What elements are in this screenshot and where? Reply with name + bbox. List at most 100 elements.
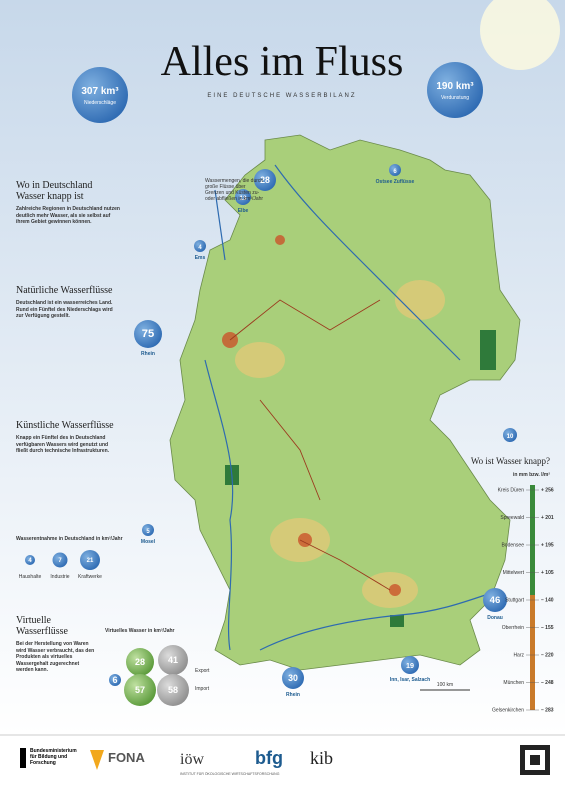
virtual-value: 58 bbox=[168, 685, 178, 695]
flow-value: 4 bbox=[198, 245, 202, 251]
withdrawal-label: Haushalte bbox=[19, 574, 42, 580]
section-virtual: Virtuelle Wasserflüsse Bei der Herstellun… bbox=[16, 615, 96, 674]
flow-label: Elbe bbox=[238, 208, 249, 214]
scale-value: + 195 bbox=[541, 543, 554, 549]
subtitle: EINE DEUTSCHE WASSERBILANZ bbox=[207, 93, 356, 99]
precipitation-label: Niederschläge bbox=[84, 100, 116, 106]
flow-label: Mosel bbox=[141, 539, 156, 545]
flow-label: Rhein bbox=[141, 351, 155, 357]
flow-value: 5 bbox=[146, 529, 150, 535]
germany-map bbox=[169, 134, 521, 671]
scale-label: Bodensee bbox=[501, 543, 524, 549]
section-natural: Natürliche Wasserflüsse Deutschland ist e… bbox=[16, 285, 120, 320]
scale-value: + 105 bbox=[541, 570, 554, 576]
section-text: Bei der Herstellung von Waren wird Wasse… bbox=[16, 641, 95, 673]
flow-label: Ostsee Zuflüsse bbox=[376, 179, 415, 185]
flow-label: Ems bbox=[195, 255, 206, 261]
virtual-value: 41 bbox=[168, 655, 178, 665]
scale-label: München bbox=[503, 680, 524, 686]
scale-value: – 220 bbox=[541, 653, 554, 659]
eagle-logo bbox=[20, 748, 26, 768]
scale-value: + 201 bbox=[541, 515, 554, 521]
virtual-bubble bbox=[158, 645, 188, 675]
withdrawal-bubbles: 4 Haushalte 7 Industrie 21 Kraftwerke bbox=[19, 550, 102, 580]
scale-label: Mittelwert bbox=[503, 570, 525, 576]
import-label: Import bbox=[195, 686, 210, 692]
withdrawal-bubble bbox=[80, 550, 100, 570]
scarcity-unit: in mm bzw. l/m² bbox=[513, 472, 550, 478]
withdrawal-value: 4 bbox=[28, 558, 32, 564]
scale-bar-label: 100 km bbox=[437, 682, 453, 688]
flow-label: Donau bbox=[487, 615, 503, 621]
section-title: Wo in Deutschland Wasser knapp ist bbox=[16, 180, 93, 202]
scale-label: Stuttgart bbox=[505, 598, 525, 604]
flow-value: 13 bbox=[239, 195, 247, 202]
flow-bubble bbox=[389, 164, 401, 176]
section-text: Knapp ein Fünftel des in Deutschland ver… bbox=[16, 435, 110, 454]
scale-label: Gelsenkirchen bbox=[492, 708, 524, 714]
dry-areas bbox=[235, 280, 445, 608]
footer bbox=[0, 735, 565, 800]
virtual-bubble bbox=[157, 674, 189, 706]
scale-label: Kreis Düren bbox=[498, 488, 525, 494]
ioew: iöw bbox=[180, 751, 204, 768]
export-label: Export bbox=[195, 668, 210, 674]
pipelines bbox=[229, 299, 391, 591]
section-title: Natürliche Wasserflüsse bbox=[16, 285, 113, 296]
flow-value: 10 bbox=[507, 434, 514, 440]
scale-negative bbox=[530, 595, 535, 710]
scale-value: + 256 bbox=[541, 488, 554, 494]
flow-bubble bbox=[194, 240, 206, 252]
flow-value: 19 bbox=[406, 661, 414, 670]
ministry: Bundesministerium für Bildung und Forsch… bbox=[30, 748, 77, 766]
withdrawal-value: 7 bbox=[58, 558, 62, 564]
scale-value: – 283 bbox=[541, 708, 554, 714]
virtual-bubble bbox=[126, 648, 154, 676]
flow-value: 75 bbox=[142, 328, 154, 340]
section-title: Virtuelle Wasserflüsse bbox=[16, 615, 68, 637]
section-scarcity: Wo in Deutschland Wasser knapp ist Zahlre… bbox=[16, 180, 120, 226]
flow-bubble bbox=[134, 320, 162, 348]
scale-label: Spreewald bbox=[500, 515, 524, 521]
scale-positive bbox=[530, 485, 535, 595]
fona-logo bbox=[90, 750, 104, 770]
flow-label: Inn, Isar, Salzach bbox=[390, 677, 430, 683]
bfg: bfg bbox=[255, 748, 283, 768]
flow-bubble bbox=[282, 667, 304, 689]
virtual-bubbles: 28 41 6 57 58 bbox=[109, 645, 189, 706]
ioew-sub: INSTITUT FÜR ÖKOLOGISCHE WIRTSCHAFTSFORS… bbox=[180, 772, 280, 776]
withdrawal-bubble bbox=[52, 552, 68, 568]
scarcity-title: Wo ist Wasser knapp? bbox=[471, 456, 550, 466]
rivers bbox=[204, 164, 501, 651]
withdrawal-label: Industrie bbox=[50, 574, 69, 580]
evaporation-value: 190 km³ bbox=[436, 81, 474, 92]
flow-bubble bbox=[142, 524, 154, 536]
withdrawal-label: Kraftwerke bbox=[78, 574, 102, 580]
flow-value: 30 bbox=[288, 673, 298, 683]
sun bbox=[480, 0, 560, 70]
precipitation-bubble bbox=[72, 67, 128, 123]
flow-bubble bbox=[503, 428, 517, 442]
withdrawal-title: Wasserentnahme in Deutschland in km³/Jah… bbox=[16, 536, 123, 542]
virtual-title: Virtuelles Wasser in km³/Jahr bbox=[105, 628, 175, 634]
flow-bubble bbox=[401, 656, 419, 674]
section-text: Deutschland ist ein wasserreiches Land. … bbox=[16, 300, 113, 319]
flow-value: 28 bbox=[260, 175, 270, 185]
fona: FONA bbox=[108, 750, 145, 765]
flow-value: 46 bbox=[490, 595, 501, 606]
precipitation-value: 307 km³ bbox=[81, 86, 119, 97]
scale-label: Oberrhein bbox=[502, 625, 524, 631]
withdrawal-value: 21 bbox=[87, 558, 94, 564]
flows-intro: Wassermengen, die durch große Flüsse übe… bbox=[205, 178, 264, 202]
virtual-bubble bbox=[109, 674, 121, 686]
flow-bubble bbox=[483, 588, 507, 612]
withdrawal-bubble bbox=[25, 555, 35, 565]
deficit-areas bbox=[222, 235, 401, 596]
virtual-bubble bbox=[124, 674, 156, 706]
virtual-value: 28 bbox=[135, 657, 145, 667]
ministry-box: Bundesministerium für Bildung und Forsch… bbox=[30, 748, 77, 766]
scale-value: – 140 bbox=[541, 598, 554, 604]
title: Alles im Fluss bbox=[161, 39, 404, 85]
section-text: Zahlreiche Regionen in Deutschland nutze… bbox=[16, 206, 120, 225]
